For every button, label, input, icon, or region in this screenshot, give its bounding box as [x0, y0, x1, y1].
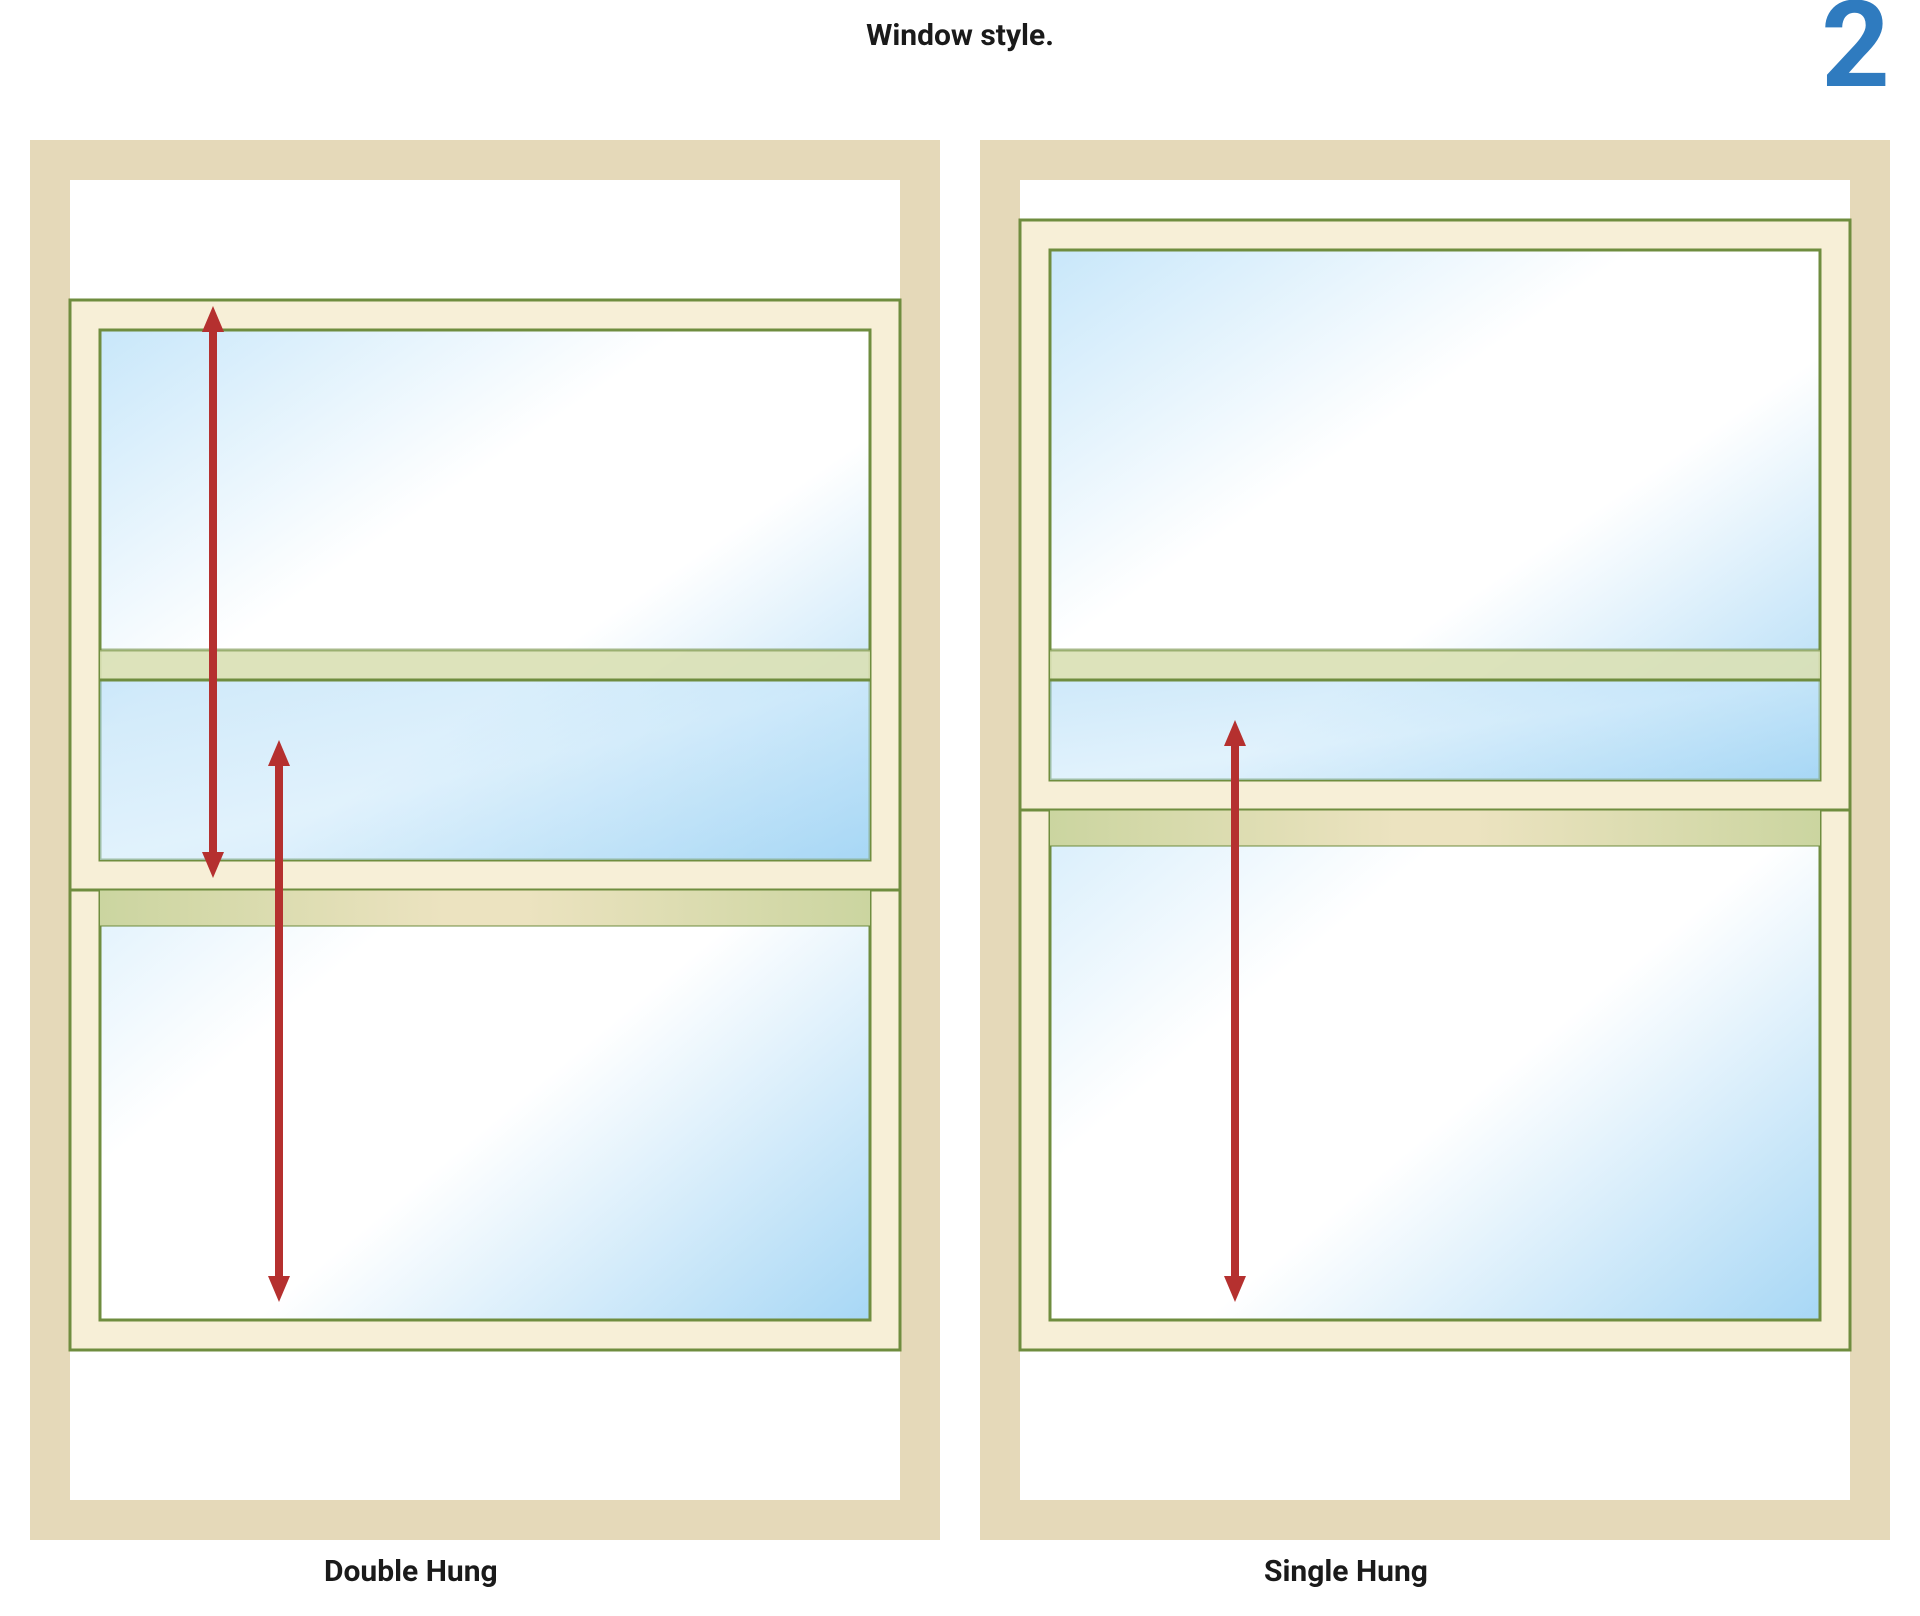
- single-hung-overlap-rail: [1050, 650, 1820, 680]
- window-style-diagram: [0, 0, 1920, 1616]
- single-hung: [980, 140, 1890, 1540]
- double-hung-meeting-bar: [100, 890, 870, 926]
- caption-double-hung: Double Hung: [324, 1554, 498, 1589]
- caption-single-hung: Single Hung: [1264, 1554, 1428, 1589]
- double-hung: [30, 140, 940, 1540]
- single-hung-overlap-glass: [1050, 680, 1820, 780]
- page: Window style. 2 Double Hung Single Hung: [0, 0, 1920, 1616]
- single-hung-meeting-bar: [1050, 810, 1820, 846]
